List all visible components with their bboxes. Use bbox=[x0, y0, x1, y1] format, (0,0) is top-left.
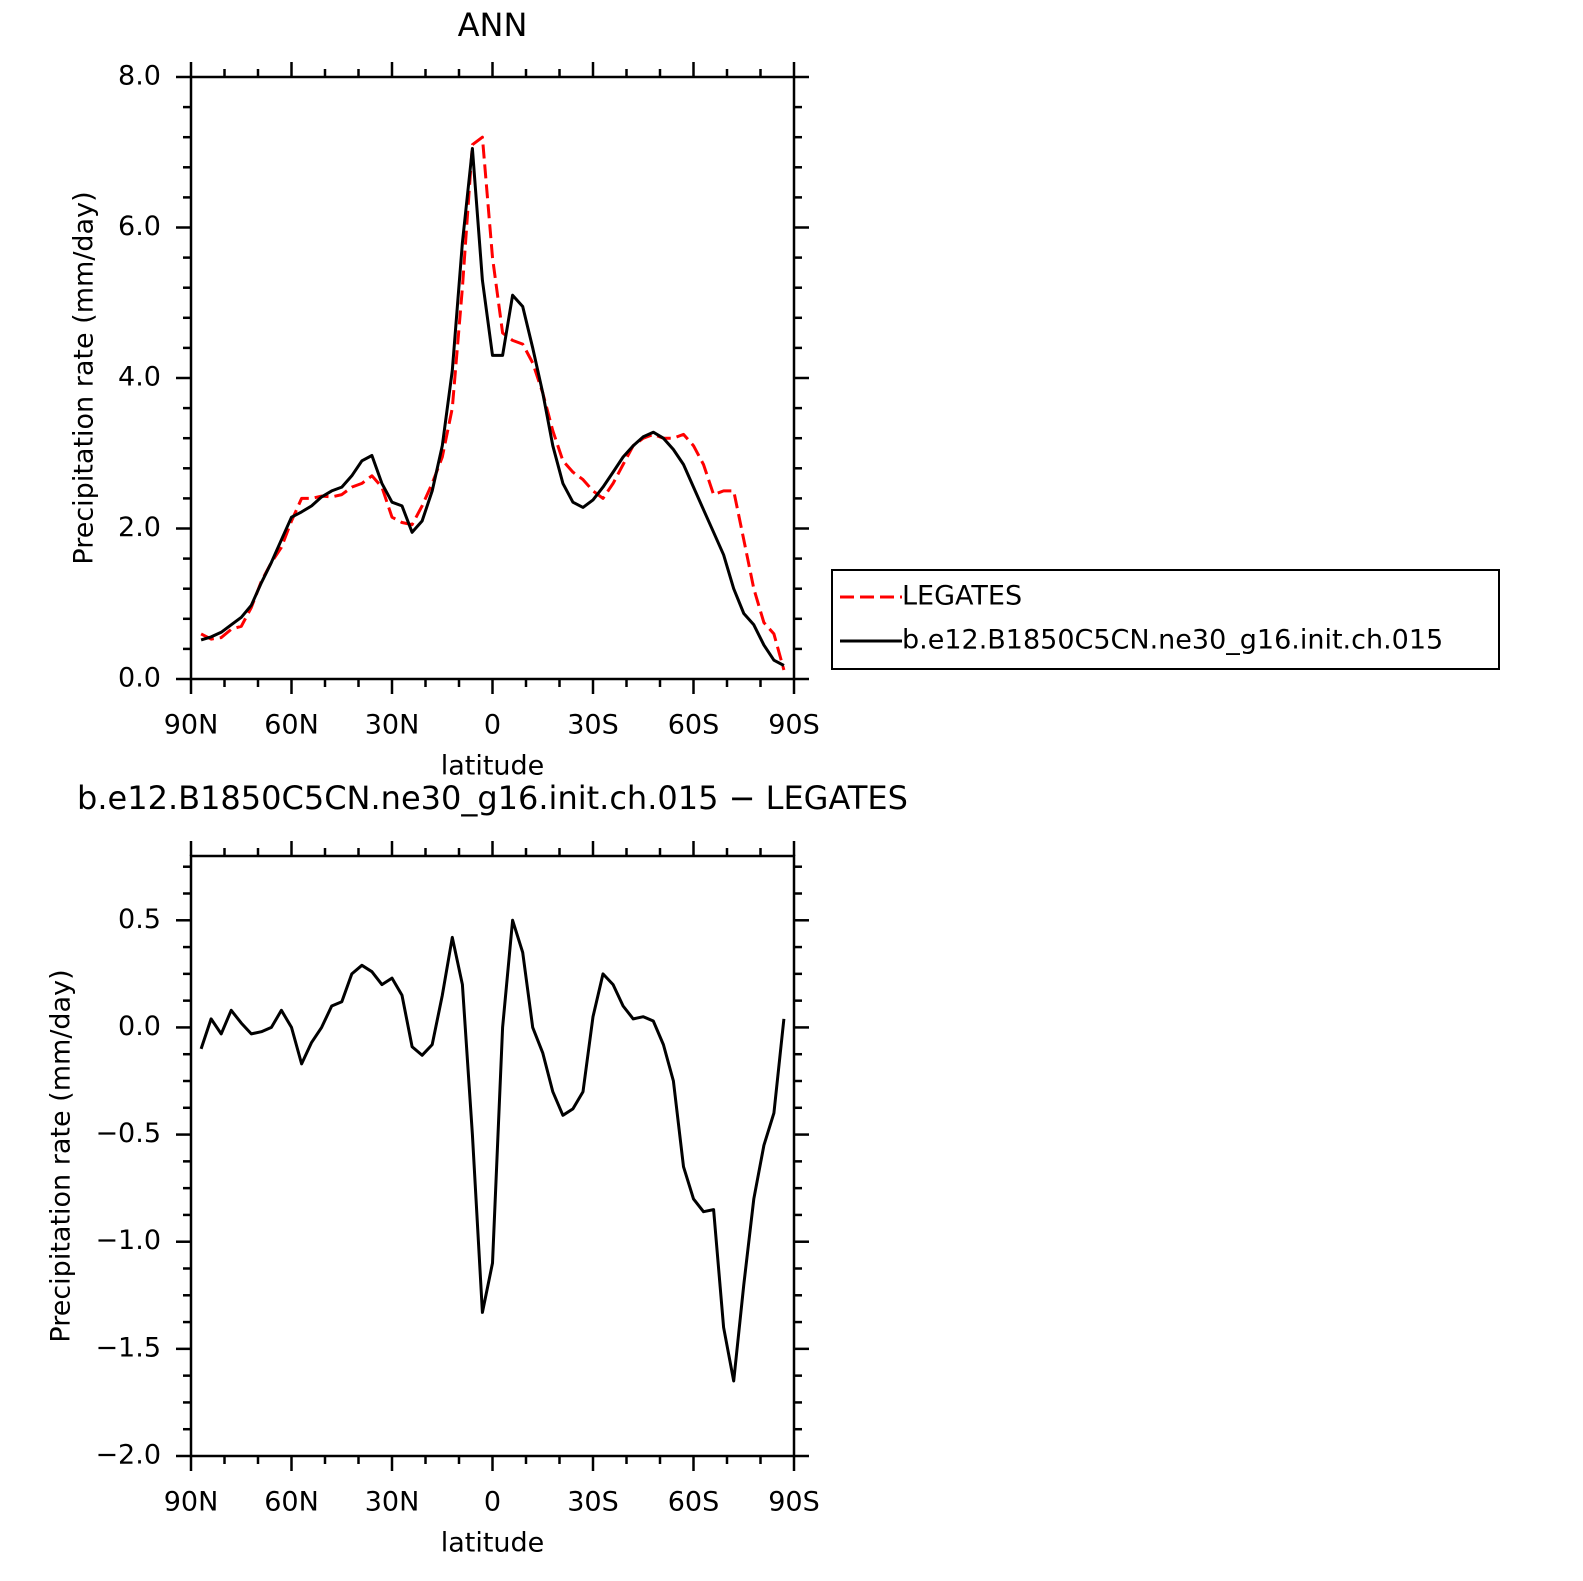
y-tick-label: −2.0 bbox=[95, 1440, 161, 1471]
y-tick-label: 0.5 bbox=[118, 904, 161, 935]
y-tick-label: −0.5 bbox=[95, 1118, 161, 1149]
y-tick-label: −1.5 bbox=[95, 1332, 161, 1363]
x-tick-label: 60S bbox=[668, 1487, 720, 1518]
x-tick-label: 90S bbox=[768, 710, 820, 741]
x-axis-label: latitude bbox=[441, 751, 545, 782]
x-tick-label: 90N bbox=[164, 1487, 219, 1518]
chart-title: b.e12.B1850C5CN.ne30_g16.init.ch.015 − L… bbox=[77, 779, 908, 817]
x-tick-label: 0 bbox=[484, 710, 501, 741]
x-tick-label: 30N bbox=[365, 710, 420, 741]
x-axis-label: latitude bbox=[441, 1528, 545, 1559]
legend-label: b.e12.B1850C5CN.ne30_g16.init.ch.015 bbox=[902, 625, 1443, 656]
y-tick-label: 0.0 bbox=[118, 1011, 161, 1042]
x-tick-label: 60N bbox=[264, 1487, 319, 1518]
x-tick-label: 30N bbox=[365, 1487, 420, 1518]
legend-label: LEGATES bbox=[902, 581, 1022, 612]
x-tick-label: 30S bbox=[567, 710, 619, 741]
y-tick-label: 0.0 bbox=[118, 663, 161, 694]
y-tick-label: 2.0 bbox=[118, 512, 161, 543]
plot-frame bbox=[189, 75, 796, 681]
legend-box bbox=[831, 569, 1500, 670]
x-tick-label: 30S bbox=[567, 1487, 619, 1518]
y-tick-label: 4.0 bbox=[118, 362, 161, 393]
x-tick-label: 90S bbox=[768, 1487, 820, 1518]
x-tick-label: 60S bbox=[668, 710, 720, 741]
series-line bbox=[199, 918, 786, 1383]
series-line bbox=[200, 147, 785, 667]
x-tick-label: 90N bbox=[164, 710, 219, 741]
y-axis-label: Precipitation rate (mm/day) bbox=[69, 191, 100, 564]
y-axis-label: Precipitation rate (mm/day) bbox=[46, 969, 77, 1342]
y-tick-label: 8.0 bbox=[118, 61, 161, 92]
y-tick-label: 6.0 bbox=[118, 211, 161, 242]
chart-title: ANN bbox=[458, 6, 528, 44]
plot-frame bbox=[189, 854, 796, 1458]
series-line bbox=[200, 135, 786, 671]
x-tick-label: 60N bbox=[264, 710, 319, 741]
x-tick-label: 0 bbox=[484, 1487, 501, 1518]
y-tick-label: −1.0 bbox=[95, 1225, 161, 1256]
